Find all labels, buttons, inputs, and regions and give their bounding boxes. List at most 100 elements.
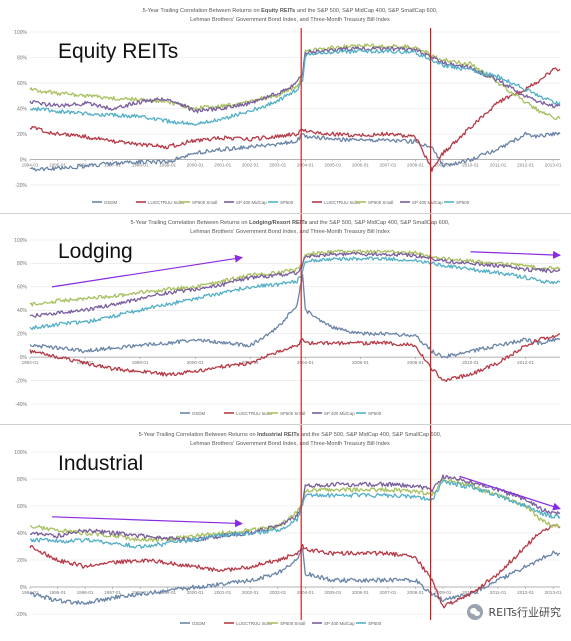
legend-label: GSDM (104, 200, 118, 205)
x-tick-label: 2006-01 (352, 163, 369, 168)
y-tick-label: 20% (17, 558, 28, 564)
chart-panel-1: 5-Year Trailing Correlation Between Retu… (14, 220, 561, 416)
x-tick-label: 1994-01 (22, 360, 39, 365)
chart-title: 5-Year Trailing Correlation Between Retu… (130, 220, 449, 226)
y-tick-label: -20% (15, 612, 27, 618)
x-tick-label: 2008-01 (407, 163, 424, 168)
x-tick-label: 1994-01 (22, 590, 39, 595)
chart-title: 5-Year Trailing Correlation Between Retu… (143, 8, 438, 14)
x-tick-label: 2010-01 (462, 360, 479, 365)
chart-panel-0: 5-Year Trailing Correlation Between Retu… (14, 8, 562, 205)
series-line-gsdm (29, 547, 561, 605)
legend-label: SP 400 MidCap (236, 200, 267, 205)
series-line-sp500 (29, 256, 561, 330)
legend-label: SP600 Small (280, 411, 305, 416)
series-line-lugctruu-index (29, 333, 561, 383)
x-tick-label: 2003-01 (269, 590, 286, 595)
x-tick-label: 2002-01 (242, 590, 259, 595)
x-tick-label: 2008-01 (407, 360, 424, 365)
panel-label: Lodging (58, 240, 133, 263)
wechat-icon (466, 604, 483, 620)
y-tick-label: -20% (15, 378, 27, 384)
chart-panel-2: 5-Year Trailing Correlation Between Retu… (14, 432, 562, 626)
y-tick-label: 40% (17, 531, 28, 537)
x-tick-label: 2011-01 (490, 590, 507, 595)
x-tick-label: 1995-01 (49, 163, 66, 168)
x-tick-label: 2013-01 (545, 590, 562, 595)
x-tick-label: 1998-01 (132, 163, 149, 168)
series-line-sp-400-midcap (29, 251, 561, 318)
y-tick-label: -20% (15, 183, 27, 189)
trend-arrow (470, 250, 561, 259)
chart-title-line2: Lehman Brothers' Government Bond Index, … (190, 229, 390, 235)
x-tick-label: 1999-01 (159, 590, 176, 595)
y-tick-label: 60% (17, 81, 28, 87)
trend-arrow (51, 254, 243, 288)
x-tick-label: 2008-01 (407, 590, 424, 595)
panel-label: Industrial (58, 452, 143, 475)
y-tick-label: 100% (14, 238, 27, 244)
series-line-gsdm (29, 131, 561, 172)
legend-label: SP 400 MidCap (324, 411, 355, 416)
x-tick-label: 2001-01 (214, 163, 231, 168)
legend-label: SP500 (368, 411, 382, 416)
x-tick-label: 2007-01 (379, 590, 396, 595)
x-tick-label: 1994-01 (22, 163, 39, 168)
series-line-lugctruu-index (29, 67, 561, 172)
y-tick-label: 100% (14, 30, 27, 36)
x-tick-label: 2001-01 (214, 590, 231, 595)
y-tick-label: 100% (14, 450, 27, 456)
y-tick-label: 60% (17, 504, 28, 510)
chart-title-line2: Lehman Brothers' Government Bond Index, … (190, 441, 390, 447)
series-line-sp600-small (29, 249, 561, 307)
x-tick-label: 2006-01 (352, 590, 369, 595)
series-line-sp500 (29, 479, 561, 549)
y-tick-label: 0% (20, 585, 28, 591)
chart-title: 5-Year Trailing Correlation Between Retu… (139, 432, 442, 438)
trend-arrow (52, 516, 243, 528)
legend-label: LUGCTRUU Index (236, 411, 273, 416)
x-tick-label: 2000-01 (187, 163, 204, 168)
legend-label: SP500 (280, 200, 294, 205)
legend-label: SP500 (368, 621, 382, 626)
legend-label: GSDM (192, 411, 206, 416)
x-tick-label: 2012-01 (517, 163, 534, 168)
panel-divider (0, 424, 571, 425)
x-tick-label: 2010-01 (462, 163, 479, 168)
x-tick-label: 2012-01 (517, 590, 534, 595)
watermark-text: REITs行业研究 (488, 606, 561, 619)
y-tick-label: 20% (17, 332, 28, 338)
x-tick-label: 2004-01 (297, 163, 314, 168)
x-tick-label: 2009-01 (435, 590, 452, 595)
legend-label: SP 400 MidCap (412, 200, 443, 205)
series-line-gsdm (29, 273, 561, 359)
x-tick-label: 2000-01 (187, 590, 204, 595)
x-tick-label: 2012-01 (517, 360, 534, 365)
y-tick-label: 20% (17, 132, 28, 138)
x-tick-label: 2005-01 (324, 163, 341, 168)
x-tick-label: 1996-01 (77, 590, 94, 595)
series-line-sp-400-midcap (29, 474, 561, 543)
series-line-sp600-small (29, 43, 561, 121)
x-tick-label: 1997-01 (104, 163, 121, 168)
watermark: REITs行业研究 (466, 604, 561, 620)
legend-label: SP600 Small (192, 200, 217, 205)
x-tick-label: 2000-01 (187, 360, 204, 365)
series-line-lugctruu-index (29, 523, 561, 609)
x-tick-label: 1998-01 (132, 590, 149, 595)
x-tick-label: 2002-01 (242, 163, 259, 168)
y-tick-label: 40% (17, 106, 28, 112)
panel-divider (0, 213, 571, 214)
trend-arrow (459, 475, 561, 511)
x-tick-label: 2006-01 (352, 360, 369, 365)
y-tick-label: 80% (17, 477, 28, 483)
x-tick-label: 1998-01 (132, 360, 149, 365)
legend-label: GSDM (192, 621, 206, 626)
x-tick-label: 1995-01 (49, 590, 66, 595)
legend-label: SP500 (456, 200, 470, 205)
x-tick-label: 2005-01 (324, 590, 341, 595)
y-tick-label: 0% (20, 157, 28, 163)
x-tick-label: 2003-01 (269, 163, 286, 168)
series-line-sp600-small (29, 478, 561, 543)
